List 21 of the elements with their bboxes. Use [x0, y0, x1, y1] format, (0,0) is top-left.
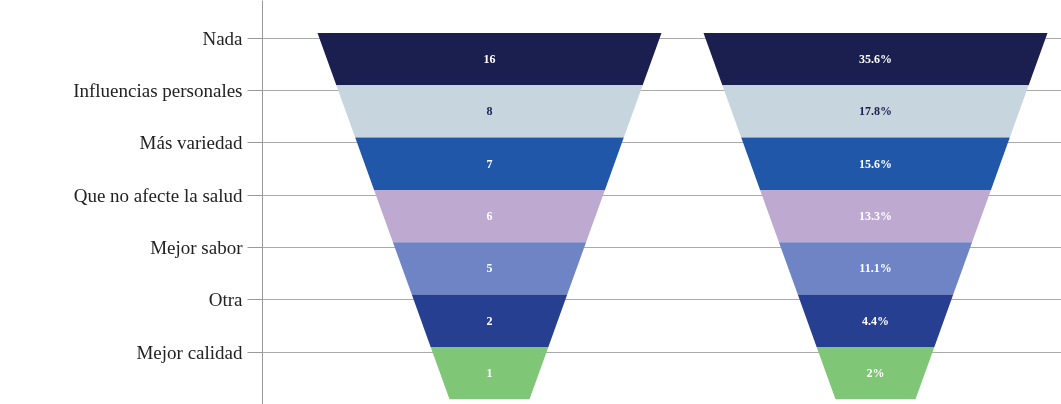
data-label: 4.4% — [862, 313, 889, 328]
category-label: Influencias personales — [73, 80, 243, 102]
data-label: 16 — [483, 52, 496, 67]
category-label: Que no afecte la salud — [73, 184, 243, 206]
category-label: Otra — [208, 289, 244, 311]
category-label: Más variedad — [139, 132, 243, 154]
category-label: Mejor sabor — [150, 237, 244, 259]
data-label: 11.1% — [859, 261, 892, 276]
data-label: 8 — [486, 104, 493, 119]
data-label: 35.6% — [859, 52, 892, 67]
data-label: 13.3% — [859, 209, 892, 224]
data-label: 2% — [866, 366, 885, 381]
data-label: 6 — [486, 209, 493, 224]
category-label: Mejor calidad — [136, 341, 243, 363]
data-label: 1 — [486, 366, 493, 381]
data-label: 15.6% — [859, 156, 892, 171]
category-label: Nada — [202, 27, 244, 49]
data-label: 5 — [486, 261, 493, 276]
data-label: 2 — [486, 313, 493, 328]
data-label: 7 — [486, 156, 493, 171]
data-label: 17.8% — [859, 104, 892, 119]
